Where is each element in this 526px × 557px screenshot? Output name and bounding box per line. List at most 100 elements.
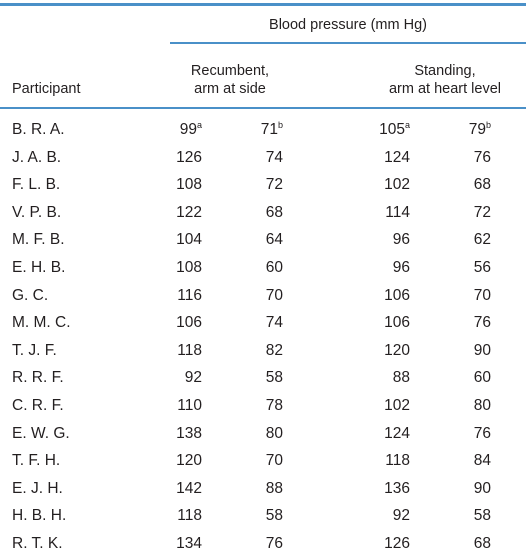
- subheader-line: arm at heart level: [388, 81, 502, 97]
- participant: F. L. B.: [12, 176, 61, 194]
- value: 138: [176, 424, 202, 442]
- value: 108: [176, 176, 202, 194]
- value: 96: [392, 259, 410, 276]
- value: 76: [473, 148, 491, 166]
- value: 76: [473, 314, 491, 332]
- footnote-mark: b: [485, 120, 491, 130]
- footnote-mark: a: [196, 120, 202, 130]
- value-text: 99: [179, 121, 197, 138]
- value: 79b: [411, 120, 491, 140]
- value: 68: [265, 203, 283, 221]
- subheader-line: arm at side: [194, 81, 266, 97]
- value: 80: [265, 424, 283, 442]
- participant: J. A. B.: [12, 148, 62, 166]
- header-rule: [0, 107, 526, 109]
- participant: B. R. A.: [12, 121, 65, 138]
- subheader-line: Standing,: [414, 63, 476, 79]
- value: 56: [473, 259, 491, 276]
- value: 84: [473, 452, 491, 470]
- value: 78: [265, 397, 283, 414]
- participant: R. T. K.: [12, 535, 63, 552]
- participant: M. M. C.: [12, 314, 71, 332]
- value: 76: [265, 535, 283, 552]
- participant: E. J. H.: [12, 479, 63, 497]
- group-rule: [170, 42, 526, 44]
- value: 122: [176, 203, 202, 221]
- value: 82: [265, 341, 283, 359]
- value: 106: [384, 314, 410, 332]
- participant: E. W. G.: [12, 424, 70, 442]
- value: 126: [384, 535, 410, 552]
- value: 64: [265, 231, 283, 249]
- value: 88: [265, 479, 283, 497]
- value: 92: [184, 369, 202, 387]
- value: 118: [177, 507, 202, 525]
- value: 134: [176, 535, 202, 552]
- participant: V. P. B.: [12, 203, 62, 221]
- value: 92: [392, 507, 410, 525]
- value: 118: [177, 341, 202, 359]
- value: 76: [473, 424, 491, 442]
- value: 62: [473, 231, 491, 249]
- participant: G. C.: [12, 286, 49, 304]
- value: 104: [176, 231, 202, 249]
- value: 120: [384, 341, 410, 359]
- value: 114: [385, 203, 410, 221]
- value: 58: [265, 507, 283, 525]
- value: 105a: [330, 120, 410, 140]
- value: 60: [265, 259, 283, 276]
- value-text: 105: [379, 121, 405, 138]
- value: 58: [265, 369, 283, 387]
- value: 68: [473, 535, 491, 552]
- value: 102: [384, 397, 410, 414]
- value: 74: [265, 148, 283, 166]
- value: 90: [473, 341, 491, 359]
- value: 70: [473, 286, 491, 304]
- participant: R. R. F.: [12, 369, 64, 387]
- value: 108: [176, 259, 202, 276]
- value-text: 79: [468, 121, 486, 138]
- value: 80: [473, 397, 491, 414]
- value: 120: [176, 452, 202, 470]
- footnote-mark: b: [277, 120, 283, 130]
- value: 72: [265, 176, 283, 194]
- participant: M. F. B.: [12, 231, 65, 249]
- value: 88: [392, 369, 410, 387]
- value: 70: [265, 452, 283, 470]
- participant: T. F. H.: [12, 452, 61, 470]
- value: 60: [473, 369, 491, 387]
- value: 136: [384, 479, 410, 497]
- group-header: Blood pressure (mm Hg): [269, 17, 427, 33]
- value: 96: [392, 231, 410, 249]
- value: 124: [384, 148, 410, 166]
- participant: E. H. B.: [12, 259, 66, 276]
- value-text: 71: [260, 121, 278, 138]
- value: 126: [176, 148, 202, 166]
- subheader: Standing, arm at heart level: [365, 62, 525, 98]
- value: 142: [176, 479, 202, 497]
- participant: T. J. F.: [12, 341, 57, 359]
- value: 74: [265, 314, 283, 332]
- value: 70: [265, 286, 283, 304]
- top-rule: [0, 3, 526, 6]
- value: 116: [177, 286, 202, 304]
- value: 124: [384, 424, 410, 442]
- value: 99a: [122, 120, 202, 140]
- footnote-mark: a: [404, 120, 410, 130]
- value: 71b: [203, 120, 283, 140]
- row-header: Participant: [12, 81, 81, 97]
- value: 110: [177, 397, 202, 414]
- value: 106: [384, 286, 410, 304]
- value: 68: [473, 176, 491, 194]
- subheader-line: Recumbent,: [190, 63, 270, 79]
- participant: C. R. F.: [12, 397, 64, 414]
- value: 106: [176, 314, 202, 332]
- value: 72: [473, 203, 491, 221]
- value: 118: [385, 452, 410, 470]
- value: 90: [473, 479, 491, 497]
- subheader: Recumbent, arm at side: [150, 62, 310, 98]
- participant: H. B. H.: [12, 507, 67, 525]
- value: 102: [384, 176, 410, 194]
- value: 58: [473, 507, 491, 525]
